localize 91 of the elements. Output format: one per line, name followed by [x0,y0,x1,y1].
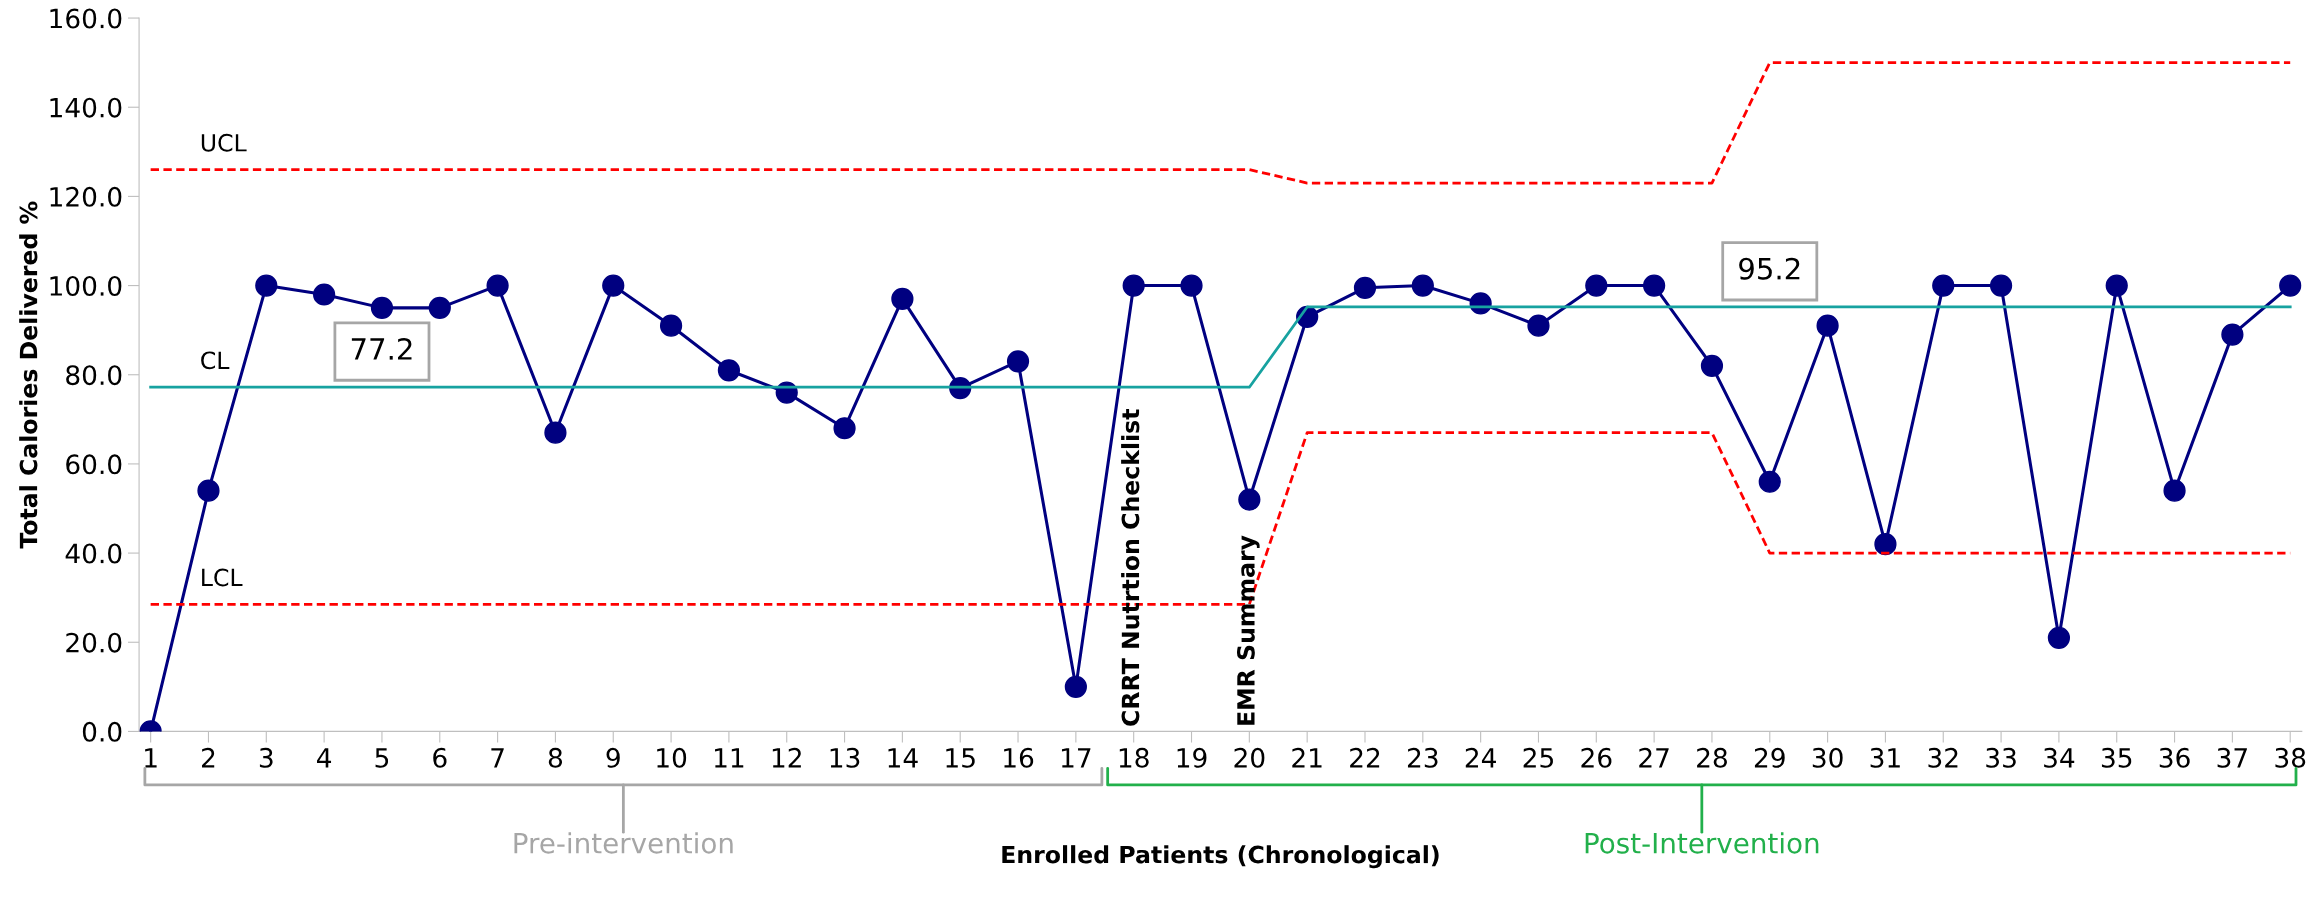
point [1585,274,1608,297]
x-tick-label: 7 [491,748,504,768]
x-tick-label: 16 [1004,747,1034,768]
point [1411,274,1434,297]
x-tick-label: 22 [1350,747,1380,768]
point [2279,274,2302,297]
point [370,296,394,319]
x-tick-label: 30 [1812,747,1843,768]
x-tick-label: 23 [1407,747,1438,768]
series-label: UCL [201,133,247,152]
x-tick-label: 34 [2044,747,2075,768]
point [1527,314,1550,337]
x-tick-label: 29 [1754,747,1785,768]
annotation: 95.2 [1739,257,1800,280]
series-label: LCL [202,568,243,587]
x-tick-label: 38 [2275,747,2306,768]
y-tick-label: 100.0 [50,276,122,296]
y-tick-label: 140.0 [50,97,122,118]
point [1006,350,1030,373]
x-tick-label: 9 [606,747,620,768]
x-tick-label: 4 [317,748,332,768]
x-tick-label: 35 [2101,747,2132,768]
point [313,283,336,306]
point [891,287,914,311]
point [659,314,683,337]
x-tick-label: 1 [145,748,157,768]
point [2105,274,2128,297]
x-tick-label: 37 [2217,747,2247,768]
point [833,417,856,440]
text: Post-Intervention [1585,832,1819,854]
x-tick-label: 2 [202,747,215,768]
y-tick-label: 20.0 [66,632,122,653]
y-tick-label: 0.0 [82,721,122,742]
point [1932,274,1955,297]
point [602,274,625,297]
y-tick-label: 80.0 [66,365,122,386]
point [1758,470,1781,493]
x-tick-label: 6 [433,747,447,768]
annotation: CRRT Nutrtion Checklist [1121,409,1140,726]
x-tick-label: 18 [1119,747,1149,768]
y-tick-label: 60.0 [66,454,122,475]
point [1064,675,1087,698]
point [1989,274,2013,297]
x-tick-label: 20 [1234,747,1265,768]
x-tick-label: 36 [2159,747,2190,768]
x-tick-label: 13 [830,747,860,768]
x-axis-title: Enrolled Patients (Chronological) [1002,845,1439,869]
y-axis-title: Total Calories Delivered % [19,201,38,549]
x-tick-label: 27 [1639,747,1669,768]
x-tick-label: 12 [772,747,801,768]
y-tick-label: 40.0 [65,543,122,564]
y-tick-label: 120.0 [50,186,122,207]
point [1122,274,1145,297]
x-tick-label: 15 [946,748,975,768]
x-tick-label: 11 [715,748,744,768]
text: Pre-intervention [514,832,733,854]
annotation: 77.2 [351,337,412,360]
point [1700,354,1724,377]
point [1353,276,1377,299]
point [2047,626,2071,649]
point [1180,274,1203,297]
point [1874,533,1897,556]
x-tick-label: 19 [1177,747,1207,768]
x-tick-label: 3 [259,747,273,768]
series-label: CL [201,351,230,370]
x-tick-label: 17 [1061,748,1091,768]
point [486,274,509,297]
point [2163,479,2186,502]
point [717,359,741,382]
x-tick-label: 26 [1581,747,1612,768]
y-tick-label: 160.0 [50,8,122,29]
x-tick-label: 5 [375,748,389,768]
x-tick-label: 8 [548,747,563,768]
x-tick-label: 31 [1870,747,1900,768]
x-tick-label: 25 [1523,747,1553,768]
x-tick-label: 33 [1986,747,2016,768]
point [428,296,451,319]
point [255,274,278,297]
point [544,421,567,444]
point [1238,488,1261,511]
x-tick-label: 24 [1465,747,1496,768]
point [1816,314,1839,337]
x-tick-label: 21 [1292,747,1322,768]
point [197,479,220,502]
x-tick-label: 28 [1697,747,1727,768]
x-tick-label: 14 [888,748,918,768]
x-tick-label: 10 [657,747,687,768]
point [1643,274,1666,297]
annotation: EMR Summary [1236,535,1260,725]
x-tick-label: 32 [1928,747,1958,768]
point [2221,323,2244,346]
